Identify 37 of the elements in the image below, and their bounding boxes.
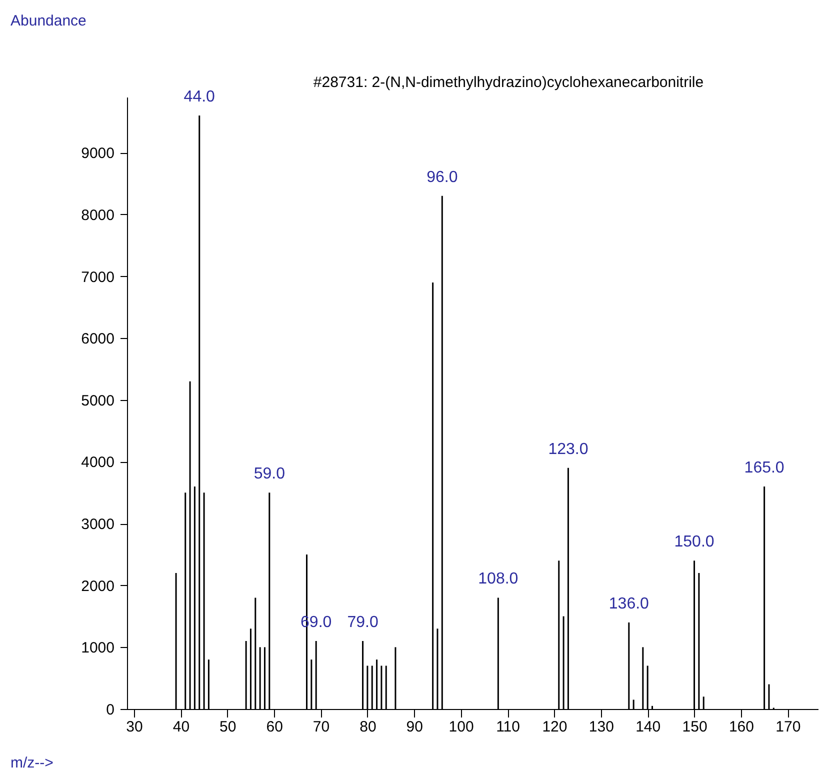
x-tick-label: 50 <box>220 718 236 736</box>
annotation: 79.0 <box>347 614 378 631</box>
annotation: 136.0 <box>608 595 650 612</box>
y-tick-label: 6000 <box>81 330 114 348</box>
annotation: 44.0 <box>184 88 216 106</box>
annotation: 150.0 <box>674 534 714 551</box>
x-tick-label: 130 <box>588 718 614 736</box>
y-axis-title: Abundance <box>10 12 86 30</box>
y-tick-label: 7000 <box>81 268 114 286</box>
annotation: 96.0 <box>426 168 458 186</box>
x-tick-label: 170 <box>776 718 801 736</box>
x-tick-label: 160 <box>728 718 754 736</box>
y-tick-label: 9000 <box>81 145 114 162</box>
y-tick-label: 5000 <box>81 392 114 410</box>
annotation: 165.0 <box>744 459 784 476</box>
x-tick-label: 140 <box>636 718 661 736</box>
x-tick-label: 40 <box>172 718 190 736</box>
x-tick-label: 120 <box>542 718 568 736</box>
x-tick-label: 150 <box>682 718 708 736</box>
x-tick-label: 60 <box>266 718 283 736</box>
x-tick-label: 100 <box>448 718 474 736</box>
x-axis-title: m/z--> <box>10 754 54 772</box>
chart-title: #28731: 2-(N,N-dimethylhydrazino)cyclohexanecarbonitrile <box>313 74 704 91</box>
y-tick-label: 1000 <box>81 640 114 657</box>
y-tick-label: 4000 <box>81 454 114 472</box>
y-tick-label: 3000 <box>81 516 114 534</box>
y-tick-label: 0 <box>106 702 114 718</box>
annotation: 59.0 <box>254 466 286 483</box>
x-tick-label: 90 <box>406 718 423 736</box>
annotation: 108.0 <box>478 570 518 588</box>
y-tick-label: 2000 <box>81 578 114 595</box>
x-tick-label: 30 <box>126 718 143 736</box>
annotation: 123.0 <box>548 440 588 458</box>
x-tick-label: 70 <box>312 718 330 736</box>
y-tick-label: 8000 <box>81 206 114 224</box>
x-tick-label: 110 <box>496 718 520 736</box>
x-tick-label: 80 <box>360 718 376 736</box>
